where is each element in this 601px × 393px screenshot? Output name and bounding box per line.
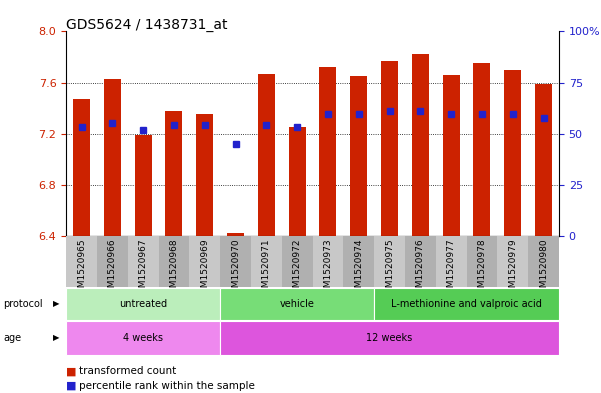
Text: GDS5624 / 1438731_at: GDS5624 / 1438731_at	[66, 18, 228, 32]
Text: ■: ■	[66, 366, 80, 376]
Bar	[197, 114, 213, 236]
Text: age: age	[3, 333, 21, 343]
Bar	[73, 99, 90, 236]
Bar	[227, 233, 244, 236]
Bar	[220, 236, 251, 287]
Bar	[474, 63, 490, 236]
Bar	[374, 288, 559, 320]
Bar	[189, 236, 220, 287]
Bar	[313, 236, 343, 287]
Bar	[128, 236, 159, 287]
Text: GSM1520978: GSM1520978	[477, 238, 486, 299]
Bar	[412, 54, 429, 236]
Text: GSM1520977: GSM1520977	[447, 238, 456, 299]
Bar	[251, 236, 282, 287]
Bar	[535, 84, 552, 236]
Text: GSM1520975: GSM1520975	[385, 238, 394, 299]
Bar	[405, 236, 436, 287]
Bar	[436, 236, 466, 287]
Text: GSM1520969: GSM1520969	[200, 238, 209, 299]
Bar	[66, 236, 97, 287]
Bar	[282, 236, 313, 287]
Bar	[165, 110, 182, 236]
Bar	[466, 236, 498, 287]
Text: vehicle: vehicle	[279, 299, 314, 309]
Bar	[443, 75, 460, 236]
Text: GSM1520979: GSM1520979	[508, 238, 517, 299]
Bar	[135, 135, 151, 236]
Bar	[220, 288, 374, 320]
Bar	[504, 70, 521, 236]
Bar	[66, 288, 220, 320]
Text: 4 weeks: 4 weeks	[123, 333, 163, 343]
Text: protocol: protocol	[3, 299, 43, 309]
Text: L-methionine and valproic acid: L-methionine and valproic acid	[391, 299, 542, 309]
Text: GSM1520972: GSM1520972	[293, 238, 302, 299]
Bar	[528, 236, 559, 287]
Text: transformed count: transformed count	[79, 366, 177, 376]
Bar	[159, 236, 189, 287]
Text: ■: ■	[66, 381, 80, 391]
Text: GSM1520966: GSM1520966	[108, 238, 117, 299]
Text: ▶: ▶	[53, 334, 59, 342]
Text: GSM1520974: GSM1520974	[354, 238, 363, 299]
Bar	[288, 127, 305, 236]
Bar	[97, 236, 128, 287]
Text: ▶: ▶	[53, 299, 59, 308]
Bar	[381, 61, 398, 236]
Text: GSM1520970: GSM1520970	[231, 238, 240, 299]
Text: GSM1520965: GSM1520965	[77, 238, 86, 299]
Text: percentile rank within the sample: percentile rank within the sample	[79, 381, 255, 391]
Text: 12 weeks: 12 weeks	[367, 333, 413, 343]
Text: GSM1520980: GSM1520980	[539, 238, 548, 299]
Text: GSM1520967: GSM1520967	[139, 238, 148, 299]
Bar	[374, 236, 405, 287]
Text: GSM1520968: GSM1520968	[169, 238, 178, 299]
Bar	[498, 236, 528, 287]
Text: untreated: untreated	[119, 299, 167, 309]
Bar	[320, 67, 337, 236]
Bar	[258, 73, 275, 236]
Text: GSM1520976: GSM1520976	[416, 238, 425, 299]
Text: GSM1520971: GSM1520971	[262, 238, 271, 299]
Bar	[104, 79, 121, 236]
Bar	[350, 76, 367, 236]
Bar	[343, 236, 374, 287]
Text: GSM1520973: GSM1520973	[323, 238, 332, 299]
Bar	[220, 321, 559, 355]
Bar	[66, 321, 220, 355]
